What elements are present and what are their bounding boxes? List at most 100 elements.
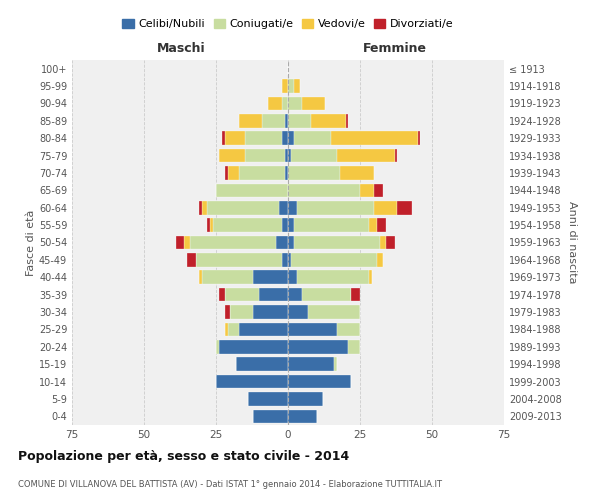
Bar (285, 166, 288, 180)
Bar (187, 253, 196, 266)
Bar (360, 184, 374, 197)
Text: COMUNE DI VILLANOVA DEL BATTISTA (AV) - Dati ISTAT 1° gennaio 2014 - Elaborazion: COMUNE DI VILLANOVA DEL BATTISTA (AV) - … (18, 480, 442, 489)
Bar (288, 236, 294, 250)
Bar (288, 132, 294, 145)
Bar (386, 236, 395, 250)
Bar (268, 96, 282, 110)
Bar (397, 201, 412, 214)
Bar (288, 288, 302, 302)
Bar (282, 80, 288, 93)
Bar (285, 114, 288, 128)
Bar (224, 322, 227, 336)
Bar (224, 132, 245, 145)
Bar (227, 166, 239, 180)
Bar (280, 201, 288, 214)
Bar (208, 201, 280, 214)
Bar (288, 253, 291, 266)
Bar (239, 114, 262, 128)
Bar (374, 201, 397, 214)
Bar (352, 288, 360, 302)
Bar (288, 322, 337, 336)
Bar (253, 410, 288, 423)
Bar (219, 340, 288, 353)
Bar (288, 218, 294, 232)
Bar (216, 184, 288, 197)
Bar (340, 166, 374, 180)
Bar (288, 80, 294, 93)
Bar (296, 270, 368, 284)
Bar (377, 218, 386, 232)
Bar (224, 166, 227, 180)
Bar (291, 253, 377, 266)
Bar (216, 340, 219, 353)
Bar (311, 114, 346, 128)
Bar (190, 236, 277, 250)
Bar (202, 270, 253, 284)
Bar (282, 218, 288, 232)
Bar (202, 201, 208, 214)
Bar (259, 288, 288, 302)
Bar (285, 149, 288, 162)
Bar (288, 392, 323, 406)
Bar (288, 270, 296, 284)
Bar (288, 340, 349, 353)
Bar (213, 218, 282, 232)
Bar (262, 114, 285, 128)
Bar (199, 270, 202, 284)
Bar (219, 149, 245, 162)
Bar (368, 270, 371, 284)
Bar (302, 288, 352, 302)
Bar (374, 184, 383, 197)
Bar (222, 132, 224, 145)
Bar (282, 132, 288, 145)
Bar (277, 236, 288, 250)
Bar (288, 166, 340, 180)
Y-axis label: Anni di nascita: Anni di nascita (567, 201, 577, 284)
Bar (368, 218, 377, 232)
Bar (288, 358, 334, 371)
Bar (291, 149, 337, 162)
Bar (176, 236, 184, 250)
Bar (253, 305, 288, 319)
Bar (253, 270, 288, 284)
Bar (377, 253, 383, 266)
Bar (288, 149, 291, 162)
Bar (337, 322, 360, 336)
Bar (208, 218, 210, 232)
Bar (227, 322, 239, 336)
Text: Popolazione per età, sesso e stato civile - 2014: Popolazione per età, sesso e stato civil… (18, 450, 349, 463)
Bar (337, 149, 395, 162)
Bar (196, 253, 282, 266)
Bar (349, 340, 360, 353)
Bar (294, 132, 331, 145)
Bar (239, 322, 288, 336)
Bar (224, 305, 230, 319)
Bar (236, 358, 288, 371)
Bar (395, 149, 397, 162)
Bar (308, 305, 360, 319)
Bar (224, 288, 259, 302)
Bar (239, 166, 285, 180)
Bar (216, 375, 288, 388)
Legend: Celibi/Nubili, Coniugati/e, Vedovi/e, Divorziati/e: Celibi/Nubili, Coniugati/e, Vedovi/e, Di… (118, 14, 458, 34)
Bar (219, 288, 224, 302)
Bar (248, 392, 288, 406)
Bar (294, 218, 368, 232)
Bar (288, 305, 308, 319)
Bar (294, 80, 299, 93)
Bar (334, 358, 337, 371)
Bar (184, 236, 190, 250)
Bar (302, 96, 325, 110)
Bar (288, 375, 352, 388)
Y-axis label: Fasce di età: Fasce di età (26, 210, 36, 276)
Bar (331, 132, 418, 145)
Bar (418, 132, 421, 145)
Bar (245, 149, 285, 162)
Text: Femmine: Femmine (362, 42, 427, 55)
Bar (245, 132, 282, 145)
Bar (288, 114, 311, 128)
Bar (210, 218, 213, 232)
Bar (288, 184, 360, 197)
Bar (294, 236, 380, 250)
Bar (296, 201, 374, 214)
